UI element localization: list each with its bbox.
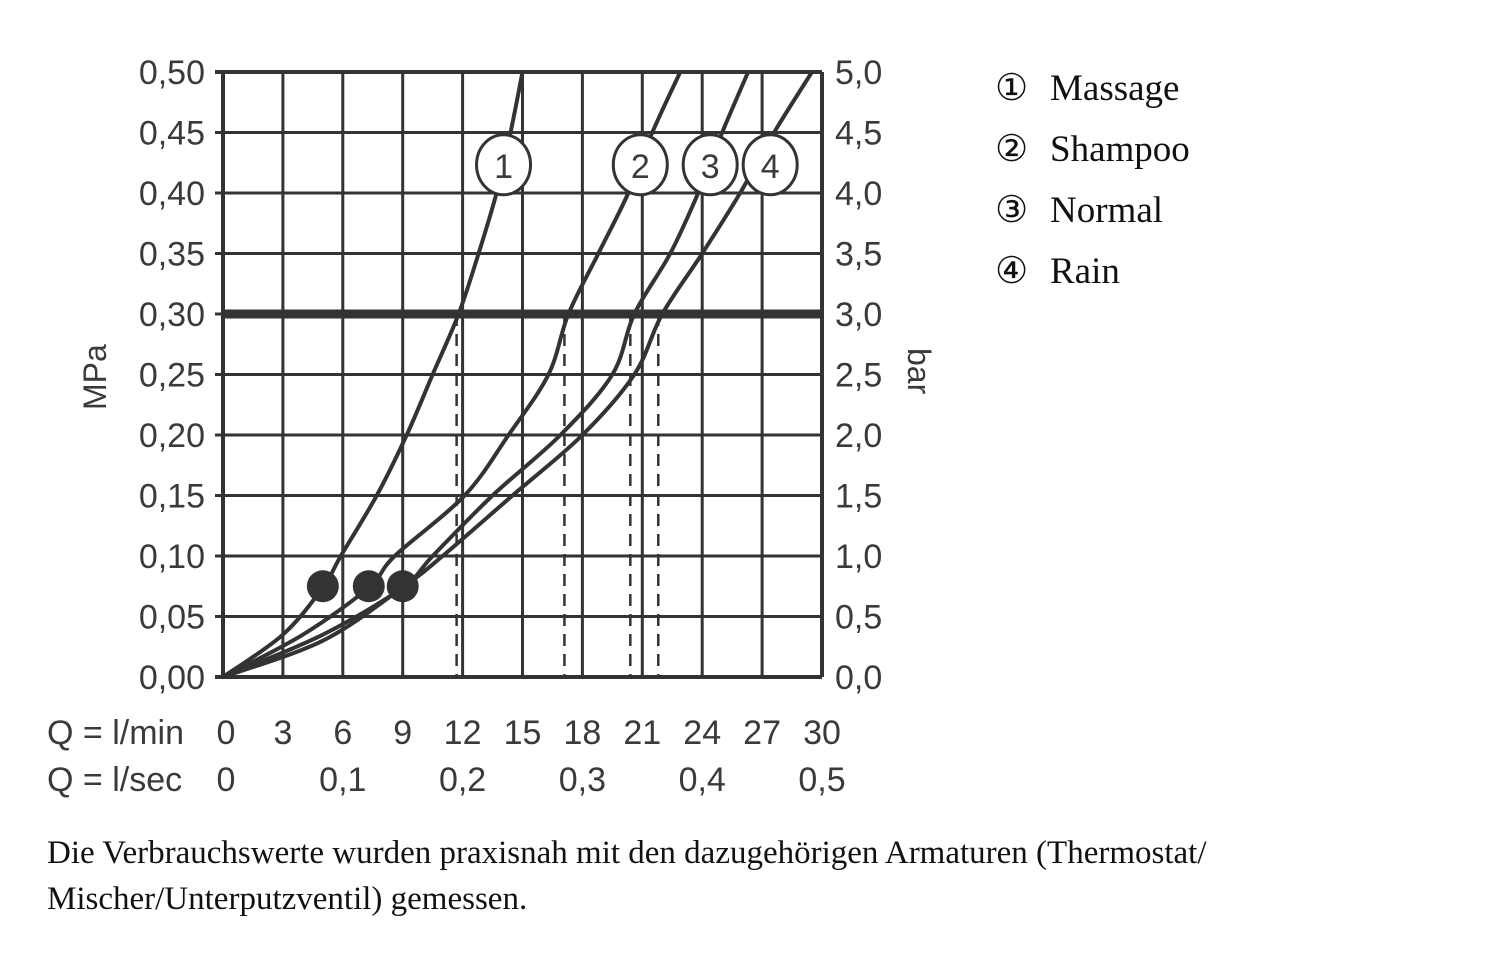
dot-shampoo (352, 570, 385, 603)
x-tick: 6 (333, 714, 352, 752)
legend-symbol-shampoo: ② (995, 129, 1028, 170)
y-axis-label-left: MPa (77, 344, 113, 410)
x-tick: 0,5 (798, 761, 845, 799)
y-tick-left: 0,05 (139, 599, 205, 637)
curve-label-massage: 1 (494, 148, 513, 186)
y-tick-right: 3,5 (835, 236, 882, 274)
x-tick: 3 (273, 714, 292, 752)
y-tick-right: 3,0 (835, 296, 882, 334)
x-tick: 15 (504, 714, 542, 752)
legend-label-rain: Rain (1050, 251, 1120, 292)
legend-symbol-massage: ① (995, 68, 1028, 109)
y-tick-left: 0,35 (139, 236, 205, 274)
x-tick: 18 (563, 714, 601, 752)
x-tick: 12 (444, 714, 482, 752)
curve-label-rain: 4 (761, 148, 780, 186)
curve-label-circle-massage (475, 133, 533, 197)
curve-label-circle-rain (741, 133, 799, 197)
curve-label-normal: 3 (701, 148, 720, 186)
curve-label-circle-shampoo (611, 133, 669, 197)
legend-label-massage: Massage (1050, 68, 1179, 109)
y-axis-label-right: bar (901, 348, 937, 395)
x-tick: 24 (683, 714, 721, 752)
y-tick-right: 0,5 (835, 599, 882, 637)
x-tick: 21 (623, 714, 661, 752)
curves: 1 2 3 4 (221, 70, 814, 679)
y-tick-right: 2,5 (835, 357, 882, 395)
y-tick-left: 0,30 (139, 296, 205, 334)
dot-massage (306, 570, 339, 603)
y-tick-left: 0,00 (139, 659, 205, 697)
y-tick-left: 0,15 (139, 478, 205, 516)
y-tick-left: 0,20 (139, 417, 205, 455)
y-tick-right: 4,0 (835, 175, 882, 213)
y-tick-right: 0,0 (835, 659, 882, 697)
reference-lines (223, 309, 822, 677)
y-tick-left: 0,50 (139, 54, 205, 92)
y-tick-left: 0,25 (139, 357, 205, 395)
x-tick: 30 (803, 714, 841, 752)
y-tick-right: 4,5 (835, 115, 882, 153)
x-tick: 27 (743, 714, 781, 752)
curve-label-circle-normal (681, 133, 739, 197)
x-tick: 0 (217, 761, 236, 799)
legend-symbol-normal: ③ (995, 190, 1028, 231)
legend-symbol-rain: ④ (995, 251, 1028, 292)
curve-rain (222, 70, 814, 679)
y-tick-right: 5,0 (835, 54, 882, 92)
x-tick: 0,4 (679, 761, 726, 799)
ticks: 0,000,050,100,150,200,250,300,350,400,45… (47, 54, 882, 799)
x-axis-label-row-2: Q = l/sec (47, 761, 182, 799)
curve-label-shampoo: 2 (631, 148, 650, 186)
y-tick-left: 0,10 (139, 538, 205, 576)
legend: ① Massage ② Shampoo ③ Normal ④ Rain (995, 68, 1190, 292)
y-tick-right: 1,5 (835, 478, 882, 516)
y-tick-left: 0,45 (139, 115, 205, 153)
x-tick: 9 (393, 714, 412, 752)
x-tick: 0 (217, 714, 236, 752)
y-tick-left: 0,40 (139, 175, 205, 213)
x-tick: 0,2 (439, 761, 486, 799)
legend-label-shampoo: Shampoo (1050, 129, 1190, 170)
legend-label-normal: Normal (1050, 190, 1163, 231)
x-axis-label-row-1: Q = l/min (47, 714, 184, 752)
y-tick-right: 2,0 (835, 417, 882, 455)
footnote: Die Verbrauchswerte wurden praxisnah mit… (47, 835, 1207, 917)
x-tick: 0,3 (559, 761, 606, 799)
x-tick: 0,1 (319, 761, 366, 799)
y-tick-right: 1,0 (835, 538, 882, 576)
